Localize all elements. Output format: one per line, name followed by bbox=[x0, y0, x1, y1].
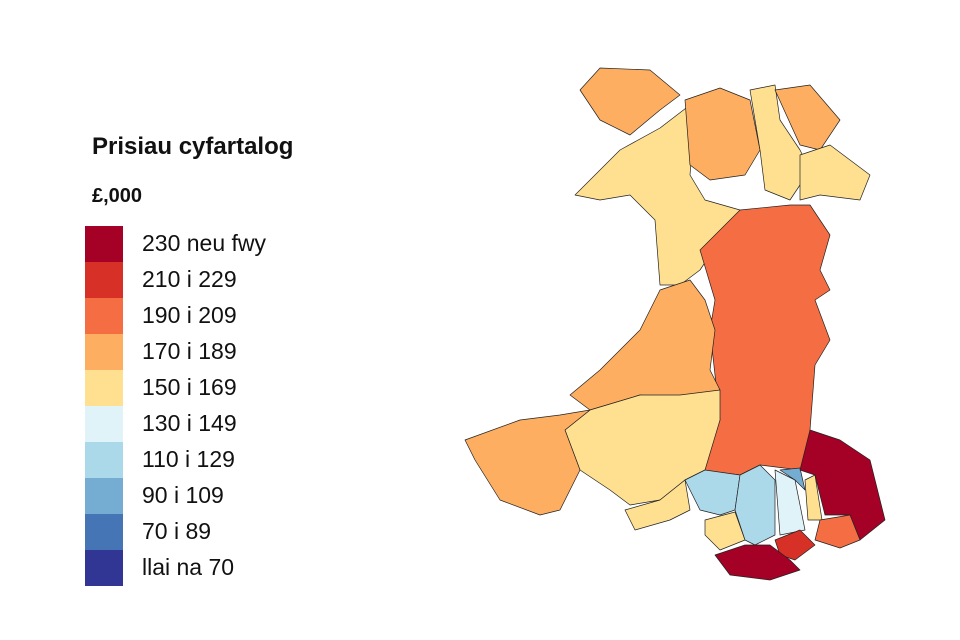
legend-label: 130 i 149 bbox=[142, 410, 237, 436]
legend-label: 230 neu fwy bbox=[142, 230, 267, 256]
legend-swatch bbox=[85, 334, 123, 370]
legend-swatch bbox=[85, 298, 123, 334]
legend: 230 neu fwy 210 i 229 190 i 209 170 i 189 15… bbox=[85, 226, 267, 586]
legend-label: 170 i 189 bbox=[142, 338, 237, 364]
legend-label: 110 i 129 bbox=[142, 446, 235, 472]
legend-label: 190 i 209 bbox=[142, 302, 237, 328]
legend-label: llai na 70 bbox=[142, 554, 234, 580]
legend-swatch bbox=[85, 514, 123, 550]
legend-title: Prisiau cyfartalog bbox=[92, 133, 293, 160]
legend-swatch bbox=[85, 262, 123, 298]
legend-label: 150 i 169 bbox=[142, 374, 237, 400]
legend-swatch bbox=[85, 226, 123, 262]
region bbox=[624, 479, 691, 531]
region bbox=[464, 409, 591, 516]
region bbox=[814, 514, 861, 549]
legend-swatch bbox=[85, 550, 123, 586]
region bbox=[684, 87, 761, 181]
region bbox=[799, 144, 871, 201]
region bbox=[569, 279, 721, 411]
legend-swatch bbox=[85, 442, 123, 478]
region bbox=[579, 67, 681, 136]
legend-swatch bbox=[85, 478, 123, 514]
region bbox=[774, 469, 806, 536]
legend-swatch bbox=[85, 406, 123, 442]
legend-label: 210 i 229 bbox=[142, 266, 237, 292]
region bbox=[704, 511, 746, 551]
region bbox=[714, 544, 801, 581]
region bbox=[774, 84, 841, 151]
legend-swatch bbox=[85, 370, 123, 406]
region bbox=[734, 464, 776, 546]
legend-label: 70 i 89 bbox=[142, 518, 211, 544]
legend-label: 90 i 109 bbox=[142, 482, 224, 508]
map bbox=[464, 67, 886, 581]
region bbox=[779, 467, 806, 491]
legend-subtitle: £,000 bbox=[92, 185, 142, 207]
region bbox=[684, 469, 741, 516]
